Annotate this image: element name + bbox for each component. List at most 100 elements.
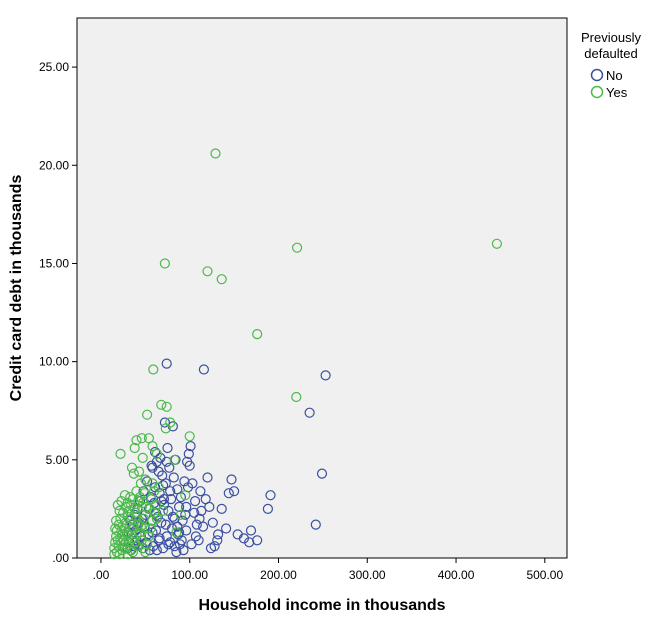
point-yes xyxy=(116,496,127,507)
point-yes xyxy=(145,523,156,534)
point-no xyxy=(154,533,165,544)
point-yes xyxy=(292,242,303,253)
point-yes xyxy=(109,548,120,560)
point-yes xyxy=(132,541,143,552)
point-no xyxy=(167,511,178,522)
point-yes xyxy=(151,513,162,524)
point-yes xyxy=(142,539,153,550)
point-yes xyxy=(119,490,131,501)
point-no xyxy=(142,476,153,487)
point-yes xyxy=(140,523,151,534)
point-no xyxy=(158,494,170,505)
point-yes xyxy=(142,409,153,420)
point-no xyxy=(174,501,185,512)
legend-title-line1: Previously xyxy=(581,30,641,45)
point-yes xyxy=(111,546,123,558)
point-no xyxy=(196,505,207,516)
point-yes xyxy=(123,537,134,548)
point-no xyxy=(160,519,171,530)
point-no xyxy=(172,521,183,532)
point-no xyxy=(212,535,223,546)
point-no xyxy=(190,496,201,507)
point-no xyxy=(205,543,217,554)
point-no xyxy=(252,535,263,546)
point-yes xyxy=(124,505,135,516)
point-no xyxy=(178,544,189,556)
point-yes xyxy=(175,509,186,520)
x-axis: .00 100.00 200.00 300.00 400.00 500.00 xyxy=(93,558,563,582)
x-tick-label: 100.00 xyxy=(171,568,208,582)
x-axis-title: Household income in thousands xyxy=(198,597,445,614)
point-yes xyxy=(110,515,122,526)
point-yes xyxy=(184,431,195,442)
point-no xyxy=(320,370,331,381)
point-no xyxy=(183,448,194,459)
point-no xyxy=(153,466,164,477)
point-no xyxy=(161,358,172,369)
point-yes xyxy=(216,274,227,285)
legend-label-yes: Yes xyxy=(606,85,628,100)
point-no xyxy=(169,541,180,552)
point-no xyxy=(207,517,218,528)
point-yes xyxy=(122,548,133,560)
point-no xyxy=(191,519,202,530)
point-no xyxy=(262,503,273,514)
y-tick-label: 20.00 xyxy=(39,158,69,172)
point-no xyxy=(159,417,170,428)
point-yes xyxy=(133,496,144,507)
point-yes xyxy=(210,148,221,159)
legend-entry-yes: Yes xyxy=(590,85,628,100)
point-yes xyxy=(169,454,180,465)
x-tick-label: .00 xyxy=(93,568,110,582)
point-no xyxy=(172,484,183,495)
point-no xyxy=(177,515,188,526)
point-yes xyxy=(131,529,142,540)
y-axis: .00 5.00 10.00 15.00 20.00 25.00 xyxy=(39,60,77,565)
point-yes xyxy=(171,527,182,538)
point-yes xyxy=(141,501,152,512)
point-no xyxy=(162,442,173,454)
y-tick-label: 15.00 xyxy=(39,256,69,270)
point-yes xyxy=(115,448,126,459)
point-no xyxy=(216,503,227,514)
point-yes xyxy=(151,448,162,459)
point-yes xyxy=(118,539,130,550)
point-no xyxy=(166,494,177,505)
x-tick-label: 500.00 xyxy=(526,568,563,582)
point-no xyxy=(165,486,176,497)
point-no xyxy=(161,456,172,467)
point-no xyxy=(174,527,185,538)
point-yes xyxy=(136,501,147,512)
point-yes xyxy=(159,258,170,269)
point-yes xyxy=(110,523,121,534)
point-no xyxy=(202,472,213,483)
point-yes xyxy=(114,505,125,516)
legend-marker-no xyxy=(590,68,604,82)
y-tick-label: 25.00 xyxy=(39,60,69,74)
point-no xyxy=(310,519,321,530)
point-yes xyxy=(156,399,167,410)
x-tick-label: 300.00 xyxy=(349,568,386,582)
point-yes xyxy=(135,478,146,489)
point-no xyxy=(146,460,157,471)
point-no xyxy=(186,539,197,550)
point-yes xyxy=(134,466,145,477)
legend-label-no: No xyxy=(606,68,623,83)
point-yes xyxy=(291,391,302,403)
point-no xyxy=(168,472,179,483)
legend-marker-yes xyxy=(590,85,604,99)
point-no xyxy=(226,474,237,485)
point-no xyxy=(187,478,198,489)
points-layer xyxy=(109,148,502,560)
point-no xyxy=(181,525,192,536)
point-yes xyxy=(125,492,136,503)
point-yes xyxy=(137,452,148,463)
point-no xyxy=(232,529,243,540)
point-yes xyxy=(130,507,141,518)
y-tick-label: 5.00 xyxy=(46,453,70,467)
point-no xyxy=(316,468,328,479)
legend-title-line2: defaulted xyxy=(584,46,638,61)
point-no xyxy=(245,525,257,536)
point-no xyxy=(195,486,206,497)
legend: Previously defaulted No Yes xyxy=(581,30,641,100)
